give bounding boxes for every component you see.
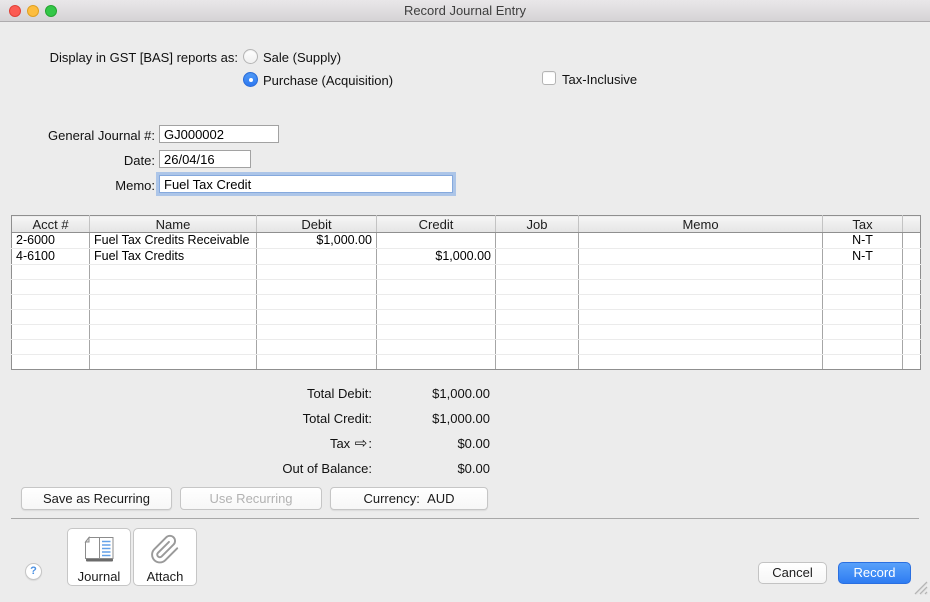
tax-total-colon: :: [368, 436, 372, 451]
tax-total-label: Tax: [329, 436, 351, 451]
journal-button[interactable]: Journal: [67, 528, 131, 586]
cell-job[interactable]: [495, 248, 579, 265]
purchase-acquisition-radio[interactable]: [243, 72, 258, 87]
cell-memo[interactable]: [578, 248, 823, 265]
save-as-recurring-button[interactable]: Save as Recurring: [21, 487, 172, 510]
table-row[interactable]: 2-6000 Fuel Tax Credits Receivable $1,00…: [11, 232, 921, 249]
total-debit-value: $1,000.00: [432, 386, 490, 401]
table-header-row: Acct # Name Debit Credit Job Memo Tax: [11, 215, 921, 233]
column-header-name: Name: [89, 215, 257, 233]
cell-spare: [902, 248, 921, 265]
title-bar: Record Journal Entry: [0, 0, 930, 22]
purchase-acquisition-label: Purchase (Acquisition): [263, 73, 394, 88]
use-recurring-button: Use Recurring: [180, 487, 322, 510]
cell-memo[interactable]: [578, 232, 823, 249]
total-credit-row: Total Credit: $1,000.00: [150, 410, 490, 428]
minimize-button[interactable]: [27, 5, 39, 17]
empty-row: [11, 324, 921, 340]
cell-acct[interactable]: 4-6100: [11, 248, 90, 265]
column-header-credit: Credit: [376, 215, 496, 233]
column-header-acct: Acct #: [11, 215, 90, 233]
empty-row: [11, 309, 921, 325]
cell-tax[interactable]: N-T: [822, 248, 903, 265]
cell-job[interactable]: [495, 232, 579, 249]
sale-supply-radio[interactable]: [243, 49, 258, 64]
journal-button-label: Journal: [77, 569, 121, 584]
column-header-debit: Debit: [256, 215, 377, 233]
cell-tax[interactable]: N-T: [822, 232, 903, 249]
cell-debit[interactable]: [256, 248, 377, 265]
cell-name[interactable]: Fuel Tax Credits Receivable: [89, 232, 257, 249]
tax-inclusive-checkbox[interactable]: [542, 71, 556, 85]
attach-button-label: Attach: [146, 569, 184, 584]
cell-acct[interactable]: 2-6000: [11, 232, 90, 249]
cell-credit[interactable]: $1,000.00: [376, 248, 496, 265]
total-debit-row: Total Debit: $1,000.00: [150, 385, 490, 403]
cancel-button[interactable]: Cancel: [758, 562, 827, 584]
tax-total-row: Tax ⇨: $0.00: [150, 435, 490, 453]
cell-spare: [902, 232, 921, 249]
help-button[interactable]: ?: [25, 563, 42, 580]
empty-row: [11, 264, 921, 280]
out-of-balance-value: $0.00: [457, 461, 490, 476]
cell-name[interactable]: Fuel Tax Credits: [89, 248, 257, 265]
empty-row: [11, 294, 921, 310]
memo-input[interactable]: [159, 175, 453, 193]
currency-value: AUD: [427, 491, 455, 506]
window-title: Record Journal Entry: [403, 3, 527, 18]
date-input[interactable]: [159, 150, 251, 168]
record-button[interactable]: Record: [838, 562, 911, 584]
column-header-tax: Tax: [822, 215, 903, 233]
gst-reports-label: Display in GST [BAS] reports as:: [49, 50, 238, 65]
tax-total-value: $0.00: [457, 436, 490, 451]
tax-detail-arrow-icon[interactable]: ⇨: [354, 435, 368, 452]
column-header-memo: Memo: [578, 215, 823, 233]
journal-lines-table: Acct # Name Debit Credit Job Memo Tax 2-…: [11, 215, 921, 370]
general-journal-number-label: General Journal #:: [48, 128, 155, 143]
empty-row: [11, 354, 921, 370]
zoom-button[interactable]: [45, 5, 57, 17]
empty-row: [11, 339, 921, 355]
close-button[interactable]: [9, 5, 21, 17]
cell-debit[interactable]: $1,000.00: [256, 232, 377, 249]
total-credit-value: $1,000.00: [432, 411, 490, 426]
total-credit-label: Total Credit:: [302, 411, 372, 426]
empty-row: [11, 279, 921, 295]
resize-grip[interactable]: [912, 579, 929, 600]
attach-button[interactable]: Attach: [133, 528, 197, 586]
column-header-spare: [902, 215, 921, 233]
out-of-balance-row: Out of Balance: $0.00: [150, 460, 490, 478]
cell-credit[interactable]: [376, 232, 496, 249]
total-debit-label: Total Debit:: [306, 386, 372, 401]
bottom-divider: [11, 518, 919, 519]
column-header-job: Job: [495, 215, 579, 233]
date-label: Date:: [123, 153, 155, 168]
tax-inclusive-label: Tax-Inclusive: [562, 72, 638, 87]
out-of-balance-label: Out of Balance:: [282, 461, 372, 476]
memo-label: Memo:: [115, 178, 155, 193]
sale-supply-label: Sale (Supply): [263, 50, 342, 65]
currency-button[interactable]: Currency: AUD: [330, 487, 488, 510]
currency-label: Currency:: [363, 491, 420, 506]
general-journal-number-input[interactable]: [159, 125, 279, 143]
table-row[interactable]: 4-6100 Fuel Tax Credits $1,000.00 N-T: [11, 248, 921, 265]
paperclip-icon: [149, 534, 181, 570]
journal-book-icon: [79, 534, 119, 570]
